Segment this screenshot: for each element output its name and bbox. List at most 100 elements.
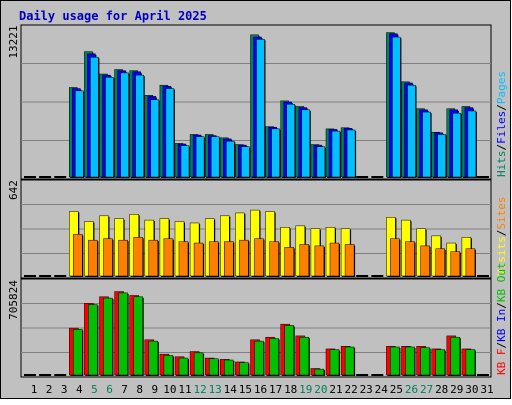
- bar-kb-out-16: [254, 340, 264, 376]
- x-tick-label-8: 8: [136, 383, 143, 396]
- bar-pages-6: [105, 77, 114, 178]
- bar-kb-out-30: [465, 349, 476, 376]
- bar-pages-12: [195, 136, 205, 178]
- bar-empty-visits-24: [371, 275, 384, 277]
- bar-empty-hits-1: [24, 176, 36, 178]
- bar-pages-17: [271, 128, 280, 178]
- bar-kb-out-6: [103, 297, 113, 376]
- x-tick-label-4: 4: [76, 383, 83, 396]
- bar-pages-19: [301, 109, 311, 178]
- x-tick-label-30: 30: [465, 383, 478, 396]
- bar-pages-16: [256, 39, 265, 178]
- legend-label-visits-1: /: [495, 230, 508, 237]
- bar-kb-out-21: [329, 349, 340, 376]
- x-tick-label-22: 22: [344, 383, 357, 396]
- panel-hits-legend: Hits/Files/Pages: [495, 71, 508, 177]
- legend-label-kbytes-3: /: [495, 302, 508, 309]
- bar-empty-kbytes-24: [371, 374, 384, 376]
- bar-kb-out-9: [148, 340, 159, 376]
- x-tick-label-7: 7: [121, 383, 128, 396]
- x-tick-label-17: 17: [269, 383, 282, 396]
- bar-sites-29: [450, 251, 461, 277]
- panel-kbytes-scale-label: 705824: [7, 280, 20, 320]
- bar-pages-5: [90, 56, 99, 178]
- x-tick-label-5: 5: [91, 383, 98, 396]
- legend-label-visits-2: Sites: [495, 197, 508, 230]
- bar-pages-14: [226, 140, 235, 178]
- bar-kb-out-8: [133, 296, 143, 376]
- bar-kb-out-20: [314, 368, 325, 376]
- legend-label-visits-0: Visits: [495, 236, 508, 276]
- bar-empty-visits-3: [54, 275, 67, 277]
- x-tick-label-6: 6: [106, 383, 113, 396]
- bar-sites-27: [420, 245, 430, 277]
- bar-empty-visits-23: [356, 275, 369, 277]
- bar-empty-visits-31: [477, 275, 489, 277]
- legend-label-hits-0: Hits: [495, 151, 508, 178]
- bar-kb-out-14: [224, 359, 234, 376]
- x-tick-label-9: 9: [151, 383, 158, 396]
- bar-empty-hits-3: [54, 176, 67, 178]
- panel-visits: 642 Visits/Sites: [7, 179, 508, 279]
- legend-label-hits-2: Files: [495, 111, 508, 144]
- bar-sites-28: [435, 248, 445, 277]
- x-tick-label-11: 11: [178, 383, 191, 396]
- bar-kb-out-25: [390, 346, 400, 376]
- bar-empty-kbytes-31: [477, 374, 489, 376]
- bar-pages-28: [437, 134, 446, 178]
- x-tick-label-26: 26: [405, 383, 418, 396]
- bar-empty-hits-31: [477, 176, 489, 178]
- legend-label-kbytes-4: KB Out: [495, 262, 508, 302]
- x-tick-label-18: 18: [284, 383, 297, 396]
- bar-sites-16: [254, 238, 264, 277]
- bar-pages-15: [241, 146, 250, 178]
- bar-sites-26: [405, 241, 415, 277]
- bar-sites-7: [118, 239, 128, 277]
- bar-sites-12: [193, 242, 204, 277]
- bar-sites-5: [88, 239, 98, 277]
- bar-pages-7: [120, 72, 129, 178]
- bar-kb-out-19: [299, 336, 310, 376]
- bar-pages-9: [150, 99, 160, 178]
- panel-visits-scale-label: 642: [7, 180, 20, 200]
- bar-sites-14: [224, 241, 234, 277]
- bar-sites-10: [163, 238, 174, 277]
- bar-sites-6: [103, 238, 113, 277]
- bar-sites-18: [284, 247, 294, 277]
- bar-pages-11: [180, 145, 190, 178]
- bar-sites-11: [178, 241, 189, 277]
- legend-label-hits-1: /: [495, 144, 508, 151]
- legend-label-hits-4: Pages: [495, 71, 508, 104]
- bar-empty-visits-1: [24, 275, 36, 277]
- bar-empty-kbytes-1: [24, 374, 36, 376]
- x-tick-label-21: 21: [329, 383, 342, 396]
- bar-empty-kbytes-3: [54, 374, 67, 376]
- bar-pages-18: [286, 103, 295, 178]
- bar-kb-out-29: [450, 336, 461, 376]
- x-tick-label-12: 12: [193, 383, 206, 396]
- bar-kb-out-5: [88, 304, 98, 376]
- bar-pages-25: [392, 36, 401, 178]
- x-tick-label-25: 25: [390, 383, 403, 396]
- x-tick-label-31: 31: [480, 383, 493, 396]
- chart-title: Daily usage for April 2025: [19, 9, 207, 23]
- bar-kb-out-22: [344, 346, 355, 376]
- bar-kb-out-18: [284, 325, 294, 376]
- x-tick-label-20: 20: [314, 383, 327, 396]
- bar-empty-kbytes-23: [356, 374, 369, 376]
- bar-sites-22: [344, 244, 355, 277]
- x-tick-label-28: 28: [435, 383, 448, 396]
- bar-empty-hits-2: [39, 176, 52, 178]
- bar-sites-9: [148, 239, 159, 277]
- bar-empty-hits-24: [371, 176, 384, 178]
- bar-sites-21: [329, 242, 340, 277]
- bar-pages-22: [346, 129, 356, 178]
- bar-kb-out-7: [118, 292, 128, 376]
- bar-kb-out-4: [73, 329, 83, 376]
- bar-sites-13: [208, 241, 219, 277]
- bar-pages-29: [452, 112, 462, 178]
- x-tick-label-29: 29: [450, 383, 463, 396]
